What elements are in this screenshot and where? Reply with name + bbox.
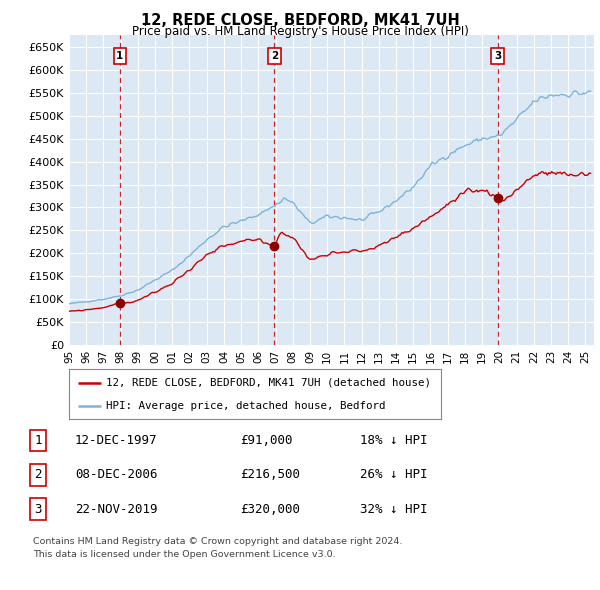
Text: 18% ↓ HPI: 18% ↓ HPI xyxy=(360,434,427,447)
Text: Contains HM Land Registry data © Crown copyright and database right 2024.: Contains HM Land Registry data © Crown c… xyxy=(33,537,403,546)
Text: £216,500: £216,500 xyxy=(240,468,300,481)
Text: 32% ↓ HPI: 32% ↓ HPI xyxy=(360,503,427,516)
Text: 3: 3 xyxy=(494,51,501,61)
Text: £91,000: £91,000 xyxy=(240,434,293,447)
Text: 3: 3 xyxy=(34,503,42,516)
Text: 2: 2 xyxy=(271,51,278,61)
Text: HPI: Average price, detached house, Bedford: HPI: Average price, detached house, Bedf… xyxy=(106,401,386,411)
Text: 26% ↓ HPI: 26% ↓ HPI xyxy=(360,468,427,481)
Text: 22-NOV-2019: 22-NOV-2019 xyxy=(75,503,157,516)
Text: 12-DEC-1997: 12-DEC-1997 xyxy=(75,434,157,447)
Text: 12, REDE CLOSE, BEDFORD, MK41 7UH: 12, REDE CLOSE, BEDFORD, MK41 7UH xyxy=(140,13,460,28)
Text: 1: 1 xyxy=(116,51,124,61)
Text: This data is licensed under the Open Government Licence v3.0.: This data is licensed under the Open Gov… xyxy=(33,550,335,559)
Text: 1: 1 xyxy=(34,434,42,447)
Text: 08-DEC-2006: 08-DEC-2006 xyxy=(75,468,157,481)
Text: 12, REDE CLOSE, BEDFORD, MK41 7UH (detached house): 12, REDE CLOSE, BEDFORD, MK41 7UH (detac… xyxy=(106,378,431,388)
Text: £320,000: £320,000 xyxy=(240,503,300,516)
Text: 2: 2 xyxy=(34,468,42,481)
Text: Price paid vs. HM Land Registry's House Price Index (HPI): Price paid vs. HM Land Registry's House … xyxy=(131,25,469,38)
